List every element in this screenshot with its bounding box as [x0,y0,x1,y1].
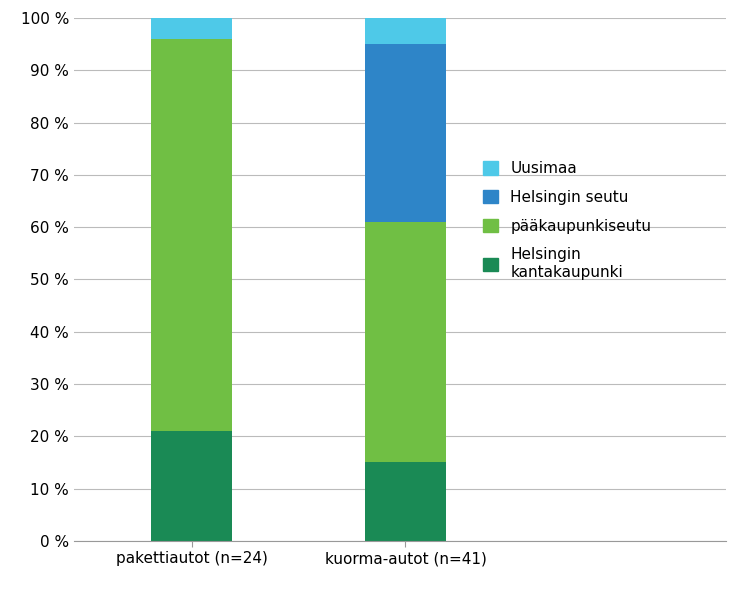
Bar [365,463,446,541]
Bar [151,39,233,431]
Bar [365,44,446,222]
Legend: Uusimaa, Helsingin seutu, pääkaupunkiseutu, Helsingin
kantakaupunki: Uusimaa, Helsingin seutu, pääkaupunkiseu… [478,156,656,284]
Bar [365,18,446,44]
Bar [151,431,233,541]
Bar [365,222,446,463]
Bar [151,18,233,39]
